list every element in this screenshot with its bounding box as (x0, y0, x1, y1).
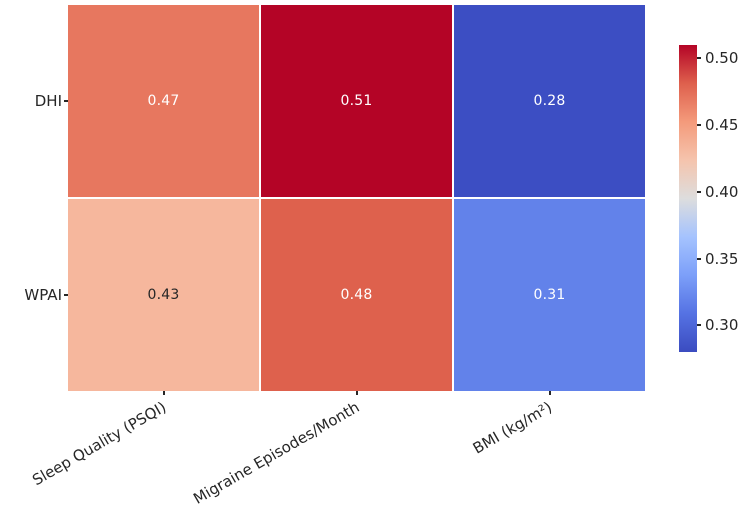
heatmap-cell-dhi-c2: 0.28 (454, 5, 645, 197)
colorbar-gradient (679, 45, 697, 352)
y-tick-label-dhi: DHI (34, 92, 62, 110)
heatmap-cell-wpai-c2: 0.31 (454, 199, 645, 391)
colorbar-tick-label-0.50: 0.50 (705, 49, 739, 68)
y-tick-label-wpai: WPAI (24, 286, 62, 304)
colorbar-tick-label-0.40: 0.40 (705, 182, 739, 201)
colorbar-tick-label-0.45: 0.45 (705, 116, 739, 135)
heatmap-grid: 0.47 0.51 0.28 0.43 0.48 0.31 (68, 5, 645, 391)
colorbar-tick-mark (697, 124, 701, 127)
y-tick-mark (64, 294, 68, 296)
cell-value: 0.28 (533, 93, 566, 109)
heatmap-cell-dhi-c1: 0.51 (261, 5, 452, 197)
heatmap-cell-dhi-c0: 0.47 (68, 5, 259, 197)
x-tick-label-0: Sleep Quality (PSQI) (29, 398, 170, 490)
colorbar-tick-mark (697, 324, 701, 327)
heatmap-cell-wpai-c0: 0.43 (68, 199, 259, 391)
x-tick-label-1: Migraine Episodes/Month (190, 398, 363, 508)
cell-value: 0.51 (340, 93, 373, 109)
x-tick-label-2: BMI (kg/m²) (470, 398, 556, 458)
cell-value: 0.48 (340, 287, 373, 303)
colorbar-tick-label-0.30: 0.30 (705, 316, 739, 335)
colorbar-tick-mark (697, 57, 701, 60)
x-tick-mark (162, 391, 165, 395)
colorbar-tick-mark (697, 190, 701, 193)
heatmap-cell-wpai-c1: 0.48 (261, 199, 452, 391)
x-tick-mark (548, 391, 551, 395)
y-tick-mark (64, 100, 68, 102)
cell-value: 0.31 (533, 287, 566, 303)
x-tick-mark (355, 391, 358, 395)
colorbar-tick-mark (697, 257, 701, 260)
cell-value: 0.47 (147, 93, 180, 109)
cell-value: 0.43 (147, 287, 180, 303)
colorbar-tick-label-0.35: 0.35 (705, 249, 739, 268)
